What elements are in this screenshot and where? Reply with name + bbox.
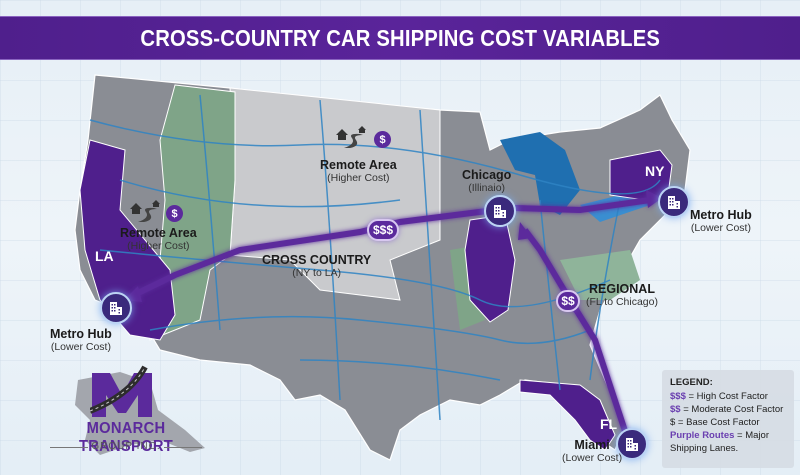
legend-item-routes: Purple Routes = Major Shipping Lanes. — [670, 430, 769, 454]
la-hub-marker[interactable] — [100, 292, 132, 324]
ny-metro-hub-label: Metro Hub (Lower Cost) — [690, 208, 752, 235]
remote-area-west-label: Remote Area (Higher Cost) — [120, 226, 197, 253]
building-icon — [110, 302, 122, 315]
la-metro-hub-label: Metro Hub (Lower Cost) — [50, 327, 112, 354]
route-lines — [124, 190, 662, 441]
m-logo-icon — [90, 365, 152, 417]
cost-badge-cross-country[interactable]: $$$ — [367, 219, 399, 241]
state-label-ny: NY — [645, 163, 665, 179]
legend-item-high: $$$ = High Cost Factor — [670, 391, 768, 402]
route-arrow-ny — [646, 190, 662, 208]
regional-label: REGIONAL (FL to Chicago) — [586, 282, 658, 309]
california-state — [79, 139, 176, 341]
chicago-label: Chicago (Illinaio) — [462, 168, 512, 195]
legend-heading: LEGEND: — [670, 377, 713, 388]
building-icon — [626, 438, 638, 451]
green-southeast — [560, 250, 640, 300]
building-icon — [668, 196, 680, 209]
house-road-icon — [336, 126, 366, 148]
legend-item-base: $ = Base Cost Factor — [670, 417, 760, 428]
state-label-fl: FL — [600, 416, 618, 432]
state-label-la: LA — [95, 248, 114, 264]
chicago-ny-route — [514, 197, 651, 214]
page-title: CROSS-COUNTRY CAR SHIPPING COST VARIABLE… — [140, 24, 660, 51]
florida-state — [519, 379, 616, 451]
building-icon — [494, 205, 506, 218]
logo-name: MONARCH TRANSPORT — [78, 420, 174, 455]
cross-country-route — [130, 207, 496, 299]
highway-network — [89, 94, 661, 421]
great-lakes — [500, 132, 580, 215]
legend-box: LEGEND: $$$ = High Cost Factor $$ = Mode… — [662, 370, 794, 468]
dollar-icon-north: $ — [374, 131, 391, 148]
legend-item-moderate: $$ = Moderate Cost Factor — [670, 404, 784, 415]
title-bar: CROSS-COUNTRY CAR SHIPPING COST VARIABLE… — [0, 16, 800, 60]
cross-country-label: CROSS COUNTRY (NY to LA) — [262, 253, 372, 280]
ny-hub-marker[interactable] — [658, 186, 690, 218]
house-road-icon — [130, 200, 160, 222]
monarch-logo: MONARCH TRANSPORT GROUP INC. — [46, 365, 206, 465]
route-arrow-chicago — [518, 222, 532, 240]
remote-area-north-icon-group — [336, 126, 370, 153]
cost-badge-regional[interactable]: $$ — [556, 290, 580, 312]
chicago-hub-marker[interactable] — [484, 195, 516, 227]
miami-label: Miami (Lower Cost) — [562, 438, 623, 465]
miami-hub-marker[interactable] — [616, 428, 648, 460]
dollar-icon-west: $ — [166, 205, 183, 222]
remote-area-north-label: Remote Area (Higher Cost) — [320, 158, 397, 185]
logo-subtitle: GROUP INC. — [46, 441, 206, 452]
remote-area-west-icon-group — [130, 200, 164, 227]
